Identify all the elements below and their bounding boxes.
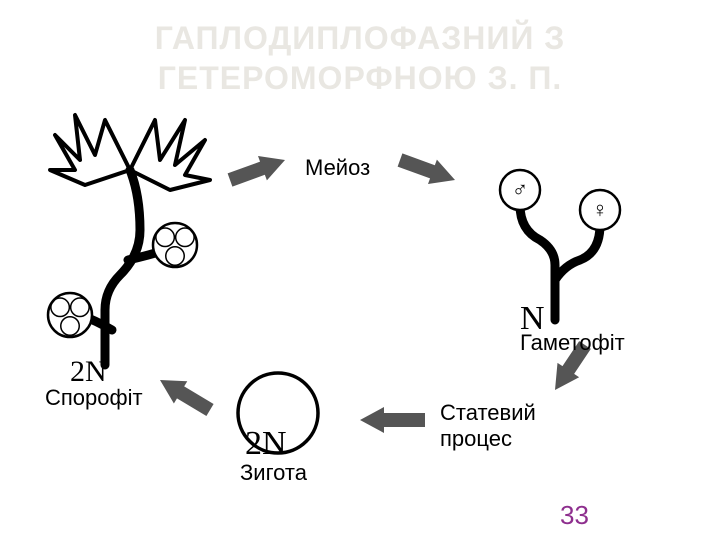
label-meiosis: Мейоз — [305, 155, 370, 181]
label-gametophyte: Гаметофіт — [520, 330, 625, 356]
label-sporophyte: Спорофіт — [45, 385, 143, 411]
cycle-arrow — [160, 380, 214, 416]
cycle-arrow — [228, 156, 285, 187]
gametophyte-branch — [555, 225, 600, 280]
female-symbol-icon: ♀ — [592, 197, 609, 222]
cycle-arrow — [398, 153, 455, 184]
label-zygote: Зигота — [240, 460, 307, 486]
label-sporophyte-2n: 2N — [70, 355, 107, 389]
cycle-arrow — [360, 407, 425, 433]
sporophyte-stem — [105, 170, 140, 365]
male-symbol-icon: ♂ — [512, 177, 529, 202]
page-number: 33 — [560, 500, 589, 531]
label-zygote-2n: 2N — [245, 425, 287, 463]
label-sexual-process: Статевий процес — [440, 400, 536, 452]
lifecycle-diagram: ♂♀ — [0, 0, 720, 540]
